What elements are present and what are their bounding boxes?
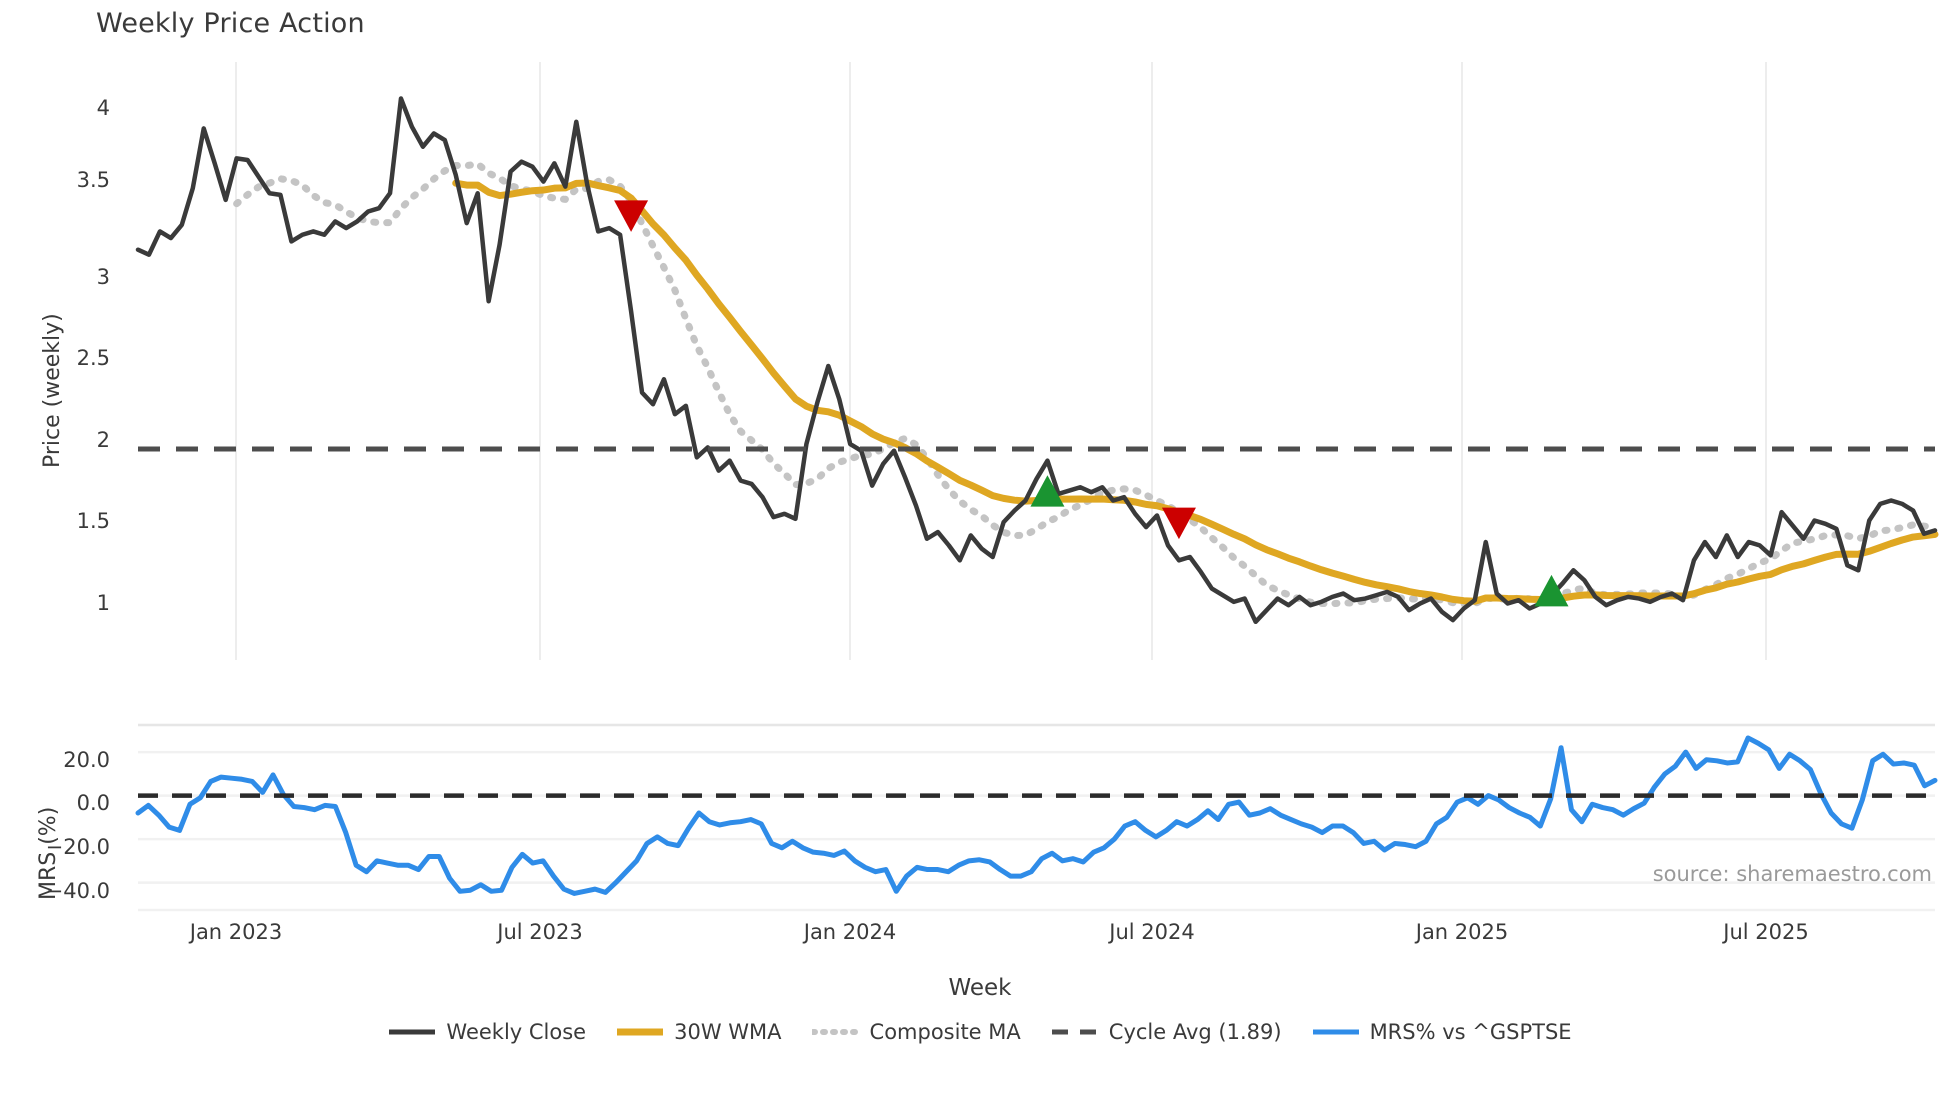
price-ytick-3-5: 3.5 [76, 168, 110, 192]
price-ytick-4: 4 [96, 96, 110, 120]
price-ytick-3: 3 [96, 265, 110, 289]
legend-swatch-cycle-avg [1051, 1025, 1099, 1039]
page-title: Weekly Price Action [96, 8, 365, 39]
sell-marker [1161, 507, 1196, 540]
buy-marker [1534, 574, 1569, 607]
legend-label-composite-ma: Composite MA [869, 1020, 1021, 1044]
xtick-jan-2023: Jan 2023 [189, 920, 283, 944]
mrs-ytick-20: 20.0 [63, 748, 110, 772]
composite-ma-line [233, 160, 1939, 608]
xtick-jan-2025: Jan 2025 [1415, 920, 1509, 944]
signal-markers [614, 200, 1569, 607]
price-gridlines [235, 62, 1767, 660]
legend-label-cycle-avg: Cycle Avg (1.89) [1108, 1020, 1282, 1044]
legend-label-30w-wma: 30W WMA [674, 1020, 782, 1044]
price-ytick-1: 1 [96, 591, 110, 615]
xtick-jan-2024: Jan 2024 [803, 920, 897, 944]
mrs-ytick-minus20: −20.0 [45, 835, 110, 859]
legend-item-composite-ma[interactable]: Composite MA [811, 1020, 1021, 1044]
price-ytick-2: 2 [96, 428, 110, 452]
mrs-line [135, 735, 1938, 896]
legend-item-30w-wma[interactable]: 30W WMA [616, 1020, 782, 1044]
legend-label-mrs: MRS% vs ^GSPTSE [1369, 1020, 1572, 1044]
sell-marker [614, 200, 649, 232]
mrs-ytick-0: 0.0 [76, 791, 110, 815]
legend-swatch-mrs [1312, 1025, 1360, 1039]
xtick-jul-2023: Jul 2023 [497, 920, 583, 944]
xtick-jul-2025: Jul 2025 [1723, 920, 1809, 944]
price-ytick-2-5: 2.5 [76, 346, 110, 370]
weekly-close-line [135, 96, 1938, 625]
x-axis-label: Week [948, 975, 1012, 1001]
buy-marker [1030, 475, 1065, 507]
legend-item-mrs[interactable]: MRS% vs ^GSPTSE [1312, 1020, 1572, 1044]
legend-swatch-30w-wma [616, 1025, 664, 1039]
legend-item-cycle-avg[interactable]: Cycle Avg (1.89) [1051, 1020, 1282, 1044]
xtick-jul-2024: Jul 2024 [1109, 920, 1195, 944]
legend-swatch-weekly-close [388, 1025, 436, 1039]
legend: Weekly Close 30W WMA Composite MA Cycle … [0, 1020, 1960, 1044]
legend-item-weekly-close[interactable]: Weekly Close [388, 1020, 586, 1044]
wma-line [452, 179, 1939, 605]
legend-swatch-composite-ma [811, 1025, 860, 1039]
legend-label-weekly-close: Weekly Close [446, 1020, 587, 1044]
mrs-gridlines [138, 723, 1935, 912]
mrs-ytick-minus40: −40.0 [45, 879, 110, 903]
price-ytick-1-5: 1.5 [76, 509, 110, 533]
